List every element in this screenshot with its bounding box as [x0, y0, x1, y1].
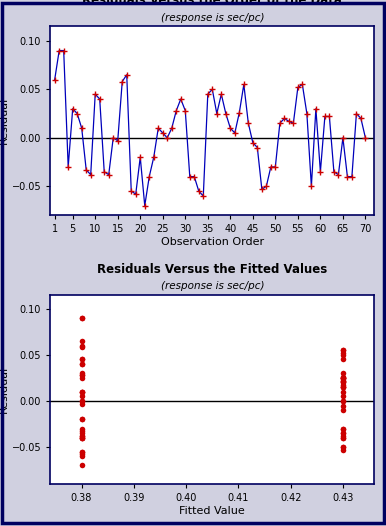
Point: [340, 429, 346, 438]
Point: [340, 350, 346, 359]
Point: [340, 373, 346, 382]
X-axis label: Fitted Value: Fitted Value: [179, 505, 245, 515]
Text: Residuals Versus the Fitted Values: Residuals Versus the Fitted Values: [97, 263, 327, 276]
Point: [78, 388, 85, 396]
Point: [340, 346, 346, 355]
Point: [78, 371, 85, 379]
Point: [78, 433, 85, 442]
Point: [78, 415, 85, 423]
Text: (response is sec/pc): (response is sec/pc): [161, 281, 264, 291]
Point: [78, 424, 85, 433]
Point: [78, 450, 85, 459]
Point: [78, 343, 85, 351]
Point: [78, 373, 85, 382]
Point: [78, 452, 85, 460]
Point: [78, 397, 85, 405]
Point: [78, 397, 85, 405]
Point: [340, 373, 346, 381]
Point: [78, 461, 85, 470]
Point: [340, 392, 346, 400]
Point: [78, 355, 85, 363]
Y-axis label: Residual: Residual: [0, 97, 9, 145]
Point: [340, 377, 346, 385]
Point: [78, 429, 85, 438]
Point: [340, 349, 346, 357]
Point: [340, 373, 346, 382]
Point: [340, 397, 346, 405]
Point: [340, 424, 346, 433]
Point: [78, 433, 85, 442]
Y-axis label: Residual: Residual: [0, 366, 9, 413]
Point: [340, 373, 346, 382]
Point: [340, 433, 346, 442]
Point: [340, 446, 346, 454]
X-axis label: Observation Order: Observation Order: [161, 237, 264, 247]
Point: [340, 388, 346, 396]
Text: Residuals Versus the Order of the Data: Residuals Versus the Order of the Data: [82, 0, 342, 7]
Point: [340, 373, 346, 382]
Point: [78, 448, 85, 456]
Point: [78, 448, 85, 456]
Point: [340, 378, 346, 387]
Point: [78, 341, 85, 350]
Point: [78, 399, 85, 408]
Point: [78, 313, 85, 322]
Point: [340, 383, 346, 391]
Point: [78, 313, 85, 322]
Point: [340, 424, 346, 433]
Point: [340, 401, 346, 410]
Point: [78, 433, 85, 442]
Point: [340, 443, 346, 451]
Point: [340, 369, 346, 378]
Point: [78, 388, 85, 396]
Point: [340, 433, 346, 442]
Point: [78, 392, 85, 400]
Point: [340, 406, 346, 414]
Point: [340, 383, 346, 391]
Point: [340, 397, 346, 405]
Point: [78, 369, 85, 378]
Point: [78, 388, 85, 396]
Point: [78, 355, 85, 363]
Point: [340, 383, 346, 391]
Point: [78, 415, 85, 423]
Point: [340, 355, 346, 363]
Point: [78, 371, 85, 379]
Point: [340, 378, 346, 387]
Point: [78, 337, 85, 345]
Point: [78, 360, 85, 368]
Point: [340, 443, 346, 451]
Point: [78, 427, 85, 436]
Point: [78, 360, 85, 368]
Point: [78, 432, 85, 440]
Point: [340, 381, 346, 389]
Point: [340, 346, 346, 355]
Text: (response is sec/pc): (response is sec/pc): [161, 13, 264, 23]
Point: [78, 432, 85, 440]
Point: [340, 377, 346, 385]
Point: [340, 429, 346, 438]
Point: [340, 432, 346, 440]
